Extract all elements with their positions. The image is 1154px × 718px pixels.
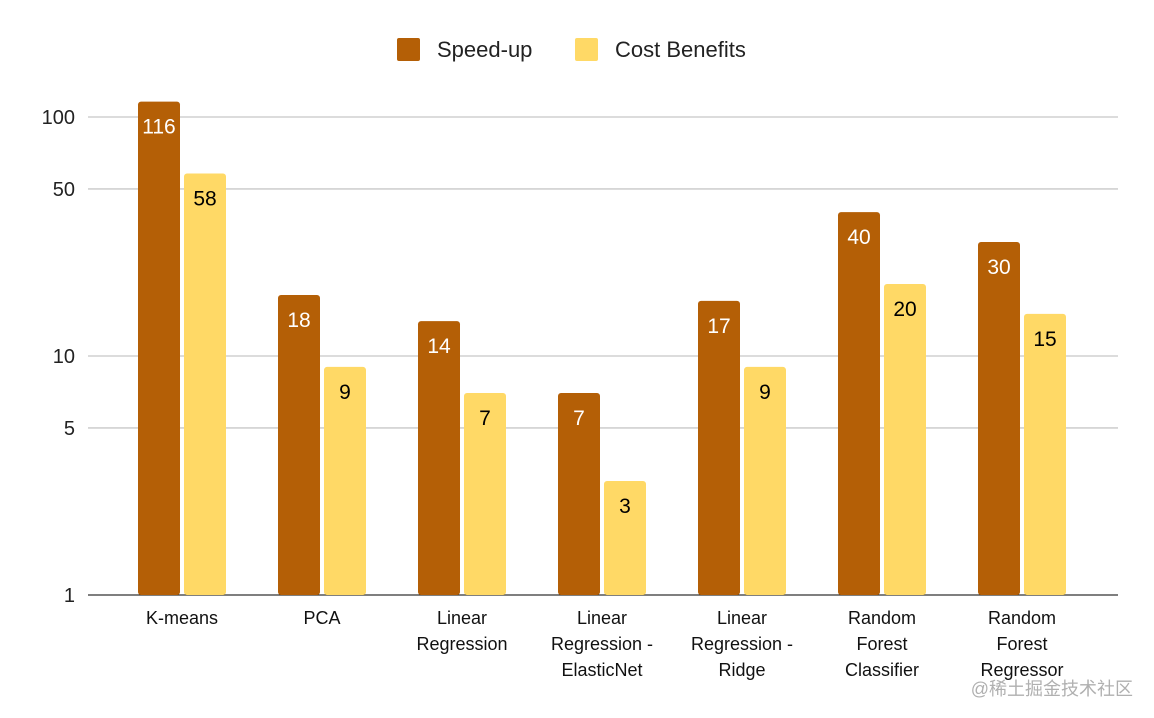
data-label: 14	[427, 335, 451, 358]
x-tick-label: K-means	[146, 608, 218, 628]
bar-speed-up	[418, 321, 460, 595]
data-label: 3	[619, 495, 631, 518]
data-label: 7	[573, 407, 585, 430]
legend: Speed-up Cost Benefits	[397, 37, 746, 62]
bar-speed-up	[838, 212, 880, 595]
data-label: 20	[893, 298, 916, 321]
x-tick-label-line: Classifier	[845, 660, 919, 680]
x-tick-label-line: Forest	[996, 634, 1047, 654]
x-tick-label: Random Forest Classifier	[845, 608, 919, 680]
x-tick-label-line: ElasticNet	[561, 660, 642, 680]
y-tick-label: 1	[64, 585, 75, 607]
data-label: 15	[1033, 328, 1056, 351]
bar-speed-up	[278, 294, 320, 595]
bar-cost-benefits	[1024, 313, 1066, 595]
x-tick-label-line: Linear	[717, 608, 767, 628]
bar-cost-benefits	[884, 284, 926, 595]
data-label: 17	[707, 315, 730, 338]
x-tick-label: Linear Regression - ElasticNet	[551, 608, 653, 680]
bar-cost-benefits	[464, 393, 506, 595]
x-tick-label-line: Forest	[856, 634, 907, 654]
data-label: 30	[987, 256, 1010, 279]
x-tick-label: Linear Regression	[416, 608, 507, 654]
bar-cost-benefits	[744, 366, 786, 595]
grid	[88, 116, 1118, 596]
x-tick-label-line: K-means	[146, 608, 218, 628]
y-axis: 1 5 10 50 100	[42, 107, 75, 607]
x-tick-label-line: Random	[848, 608, 916, 628]
data-label: 58	[193, 188, 216, 211]
x-tick-label-line: Linear	[577, 608, 627, 628]
bars: 116 58 18 9 14 7 7 3 17 9 40 20 30 15	[138, 101, 1066, 595]
y-tick-label: 5	[64, 418, 75, 440]
bar-speed-up	[698, 300, 740, 595]
bar-speed-up	[138, 101, 180, 595]
x-tick-label-line: Regression -	[691, 634, 793, 654]
bar-cost-benefits	[184, 173, 226, 595]
legend-label: Speed-up	[437, 37, 532, 62]
x-tick-label-line: Linear	[437, 608, 487, 628]
legend-label: Cost Benefits	[615, 37, 746, 62]
data-label: 18	[287, 309, 310, 332]
x-tick-label: PCA	[303, 608, 340, 628]
data-label: 116	[142, 116, 175, 139]
bar-speed-up	[558, 393, 600, 595]
x-tick-label-line: Regression	[416, 634, 507, 654]
x-tick-label: Linear Regression - Ridge	[691, 608, 793, 680]
data-label: 9	[339, 381, 351, 404]
y-tick-label: 100	[42, 107, 75, 129]
watermark: @稀土掘金技术社区	[971, 679, 1133, 699]
x-tick-label-line: Regressor	[980, 660, 1063, 680]
x-tick-label: Random Forest Regressor	[980, 608, 1063, 680]
x-tick-label-line: Ridge	[718, 660, 765, 680]
legend-swatch	[397, 38, 420, 61]
x-tick-label-line: Regression -	[551, 634, 653, 654]
y-tick-label: 10	[53, 346, 75, 368]
data-label: 9	[759, 381, 771, 404]
legend-swatch	[575, 38, 598, 61]
x-tick-label-line: Random	[988, 608, 1056, 628]
y-tick-label: 50	[53, 179, 75, 201]
bar-cost-benefits	[604, 480, 646, 595]
bar-cost-benefits	[324, 366, 366, 595]
data-label: 40	[847, 226, 870, 249]
bar-speed-up	[978, 241, 1020, 595]
x-tick-label-line: PCA	[303, 608, 340, 628]
x-axis: K-means PCA Linear Regression Linear Regressi…	[146, 608, 1064, 680]
data-label: 7	[479, 407, 491, 430]
